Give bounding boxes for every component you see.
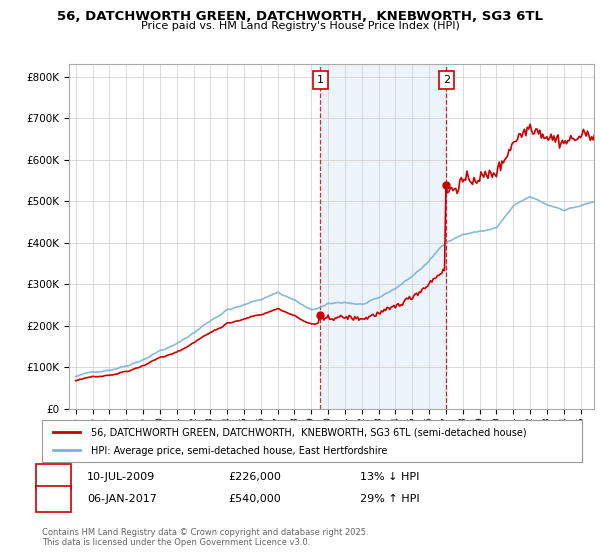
Text: 2: 2: [443, 75, 450, 85]
Text: 13% ↓ HPI: 13% ↓ HPI: [360, 472, 419, 482]
Text: 56, DATCHWORTH GREEN, DATCHWORTH,  KNEBWORTH, SG3 6TL (semi-detached house): 56, DATCHWORTH GREEN, DATCHWORTH, KNEBWO…: [91, 428, 526, 437]
Bar: [320, 64, 446, 409]
Text: 56, DATCHWORTH GREEN, DATCHWORTH,  KNEBWORTH, SG3 6TL: 56, DATCHWORTH GREEN, DATCHWORTH, KNEBWO…: [57, 10, 543, 23]
Text: 1: 1: [50, 472, 57, 482]
Text: £540,000: £540,000: [228, 494, 281, 504]
Text: 06-JAN-2017: 06-JAN-2017: [87, 494, 157, 504]
Text: Price paid vs. HM Land Registry's House Price Index (HPI): Price paid vs. HM Land Registry's House …: [140, 21, 460, 31]
Text: 2: 2: [50, 494, 57, 504]
Text: Contains HM Land Registry data © Crown copyright and database right 2025.
This d: Contains HM Land Registry data © Crown c…: [42, 528, 368, 547]
Text: 29% ↑ HPI: 29% ↑ HPI: [360, 494, 419, 504]
Text: HPI: Average price, semi-detached house, East Hertfordshire: HPI: Average price, semi-detached house,…: [91, 446, 387, 456]
Text: 10-JUL-2009: 10-JUL-2009: [87, 472, 155, 482]
Text: 1: 1: [317, 75, 324, 85]
Text: £226,000: £226,000: [228, 472, 281, 482]
